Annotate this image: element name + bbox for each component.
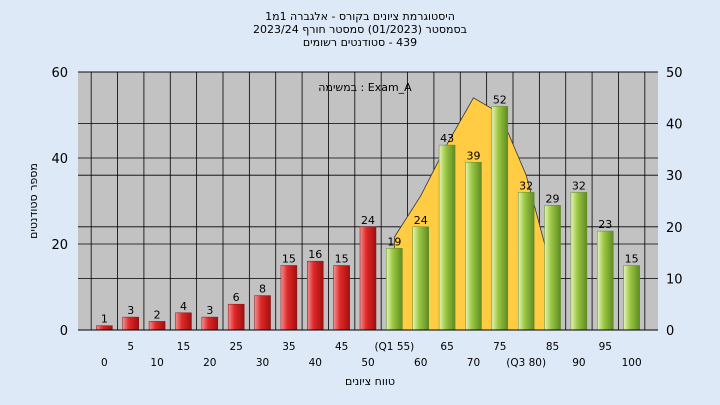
x-tick-label-19: 95 [599, 341, 612, 353]
bar-value-label-5: 6 [233, 291, 240, 304]
title-line-2: בסמסטר (01/2023) סמסטר חורף 2023/24 [253, 23, 467, 36]
y-right-tick-label: 20 [666, 221, 683, 236]
y-left-tick-label: 60 [51, 66, 68, 81]
bar-value-label-14: 39 [466, 149, 480, 162]
bar-0 [96, 325, 113, 331]
bar-5 [227, 303, 245, 331]
x-tick-label-8: 40 [309, 357, 322, 369]
bar-4 [201, 316, 219, 331]
x-axis-label: טווח ציונים [345, 375, 395, 388]
chart-title: היסטוגרמת ציונים בקורס - אלגברה 1מ1 בסמס… [0, 10, 720, 49]
bar-value-label-8: 16 [308, 248, 322, 261]
bar-1 [122, 316, 139, 331]
bar-value-label-6: 8 [259, 283, 266, 296]
y-right-tick-label: 40 [666, 118, 683, 133]
x-tick-label-0: 0 [101, 357, 108, 369]
bar-8 [307, 260, 324, 331]
x-tick-label-7: 35 [282, 341, 295, 353]
x-tick-label-6: 30 [256, 357, 269, 369]
bar-3 [175, 312, 192, 331]
bar-6 [254, 295, 271, 331]
y-left-tick-label: 20 [51, 238, 68, 253]
bar-value-label-18: 32 [572, 179, 586, 192]
bar-13 [438, 144, 456, 331]
bar-value-label-2: 2 [154, 308, 161, 321]
bar-9 [333, 265, 350, 331]
bar-17 [544, 205, 561, 331]
bar-value-label-19: 23 [598, 218, 612, 231]
bar-16 [517, 192, 535, 331]
bar-value-label-13: 43 [440, 132, 454, 145]
x-tick-label-11: (Q1 55) [374, 341, 414, 353]
bar-value-label-3: 4 [180, 300, 187, 313]
assignment-label: במשימה : Exam_A [318, 81, 412, 94]
title-line-3: 439 - סטודנטים רשומים [302, 36, 418, 49]
x-tick-label-12: 60 [414, 357, 427, 369]
bar-15 [491, 106, 509, 331]
axes-layer: 02040600102030405005101520253035404550(Q… [51, 66, 682, 369]
y-left-tick-label: 40 [51, 152, 68, 167]
x-tick-label-10: 50 [361, 357, 374, 369]
x-tick-label-9: 45 [335, 341, 348, 353]
x-tick-label-4: 20 [203, 357, 216, 369]
bar-value-label-12: 24 [414, 214, 428, 227]
x-tick-label-13: 65 [440, 341, 453, 353]
x-tick-label-14: 70 [467, 357, 480, 369]
y-right-tick-label: 10 [666, 272, 683, 287]
x-tick-label-5: 25 [229, 341, 242, 353]
bar-10 [359, 226, 377, 331]
bar-value-label-16: 32 [519, 179, 533, 192]
x-tick-label-1: 5 [127, 341, 134, 353]
bar-value-label-15: 52 [493, 93, 507, 106]
y-right-tick-label: 30 [666, 169, 683, 184]
bar-11 [386, 248, 403, 331]
bar-19 [597, 230, 614, 331]
x-tick-label-17: 85 [546, 341, 559, 353]
x-tick-label-16: (Q3 80) [506, 357, 546, 369]
bar-value-label-9: 15 [335, 253, 349, 266]
bar-value-label-20: 15 [625, 253, 639, 266]
x-tick-label-18: 90 [572, 357, 585, 369]
title-line-1: היסטוגרמת ציונים בקורס - אלגברה 1מ1 [265, 10, 455, 23]
bar-value-label-1: 3 [127, 304, 134, 317]
bar-value-label-17: 29 [546, 192, 560, 205]
bar-7 [280, 265, 298, 331]
bar-14 [465, 162, 482, 331]
y-right-tick-label: 50 [666, 66, 683, 81]
y-right-tick-label: 0 [666, 324, 674, 339]
y-left-tick-label: 0 [60, 324, 68, 339]
x-tick-label-3: 15 [177, 341, 190, 353]
y-axis-label: מספר סטודנטים [27, 163, 40, 239]
bar-value-label-11: 19 [387, 235, 401, 248]
bar-value-label-0: 1 [101, 313, 108, 326]
bar-value-label-4: 3 [206, 304, 213, 317]
bar-12 [412, 226, 429, 331]
grid-lines [78, 71, 658, 331]
bar-2 [148, 321, 166, 331]
bar-18 [570, 192, 588, 331]
x-tick-label-20: 100 [622, 357, 642, 369]
bar-value-label-10: 24 [361, 214, 375, 227]
x-tick-label-15: 75 [493, 341, 506, 353]
bar-value-label-7: 15 [282, 253, 296, 266]
x-tick-label-2: 10 [150, 357, 163, 369]
bar-20 [623, 265, 640, 331]
